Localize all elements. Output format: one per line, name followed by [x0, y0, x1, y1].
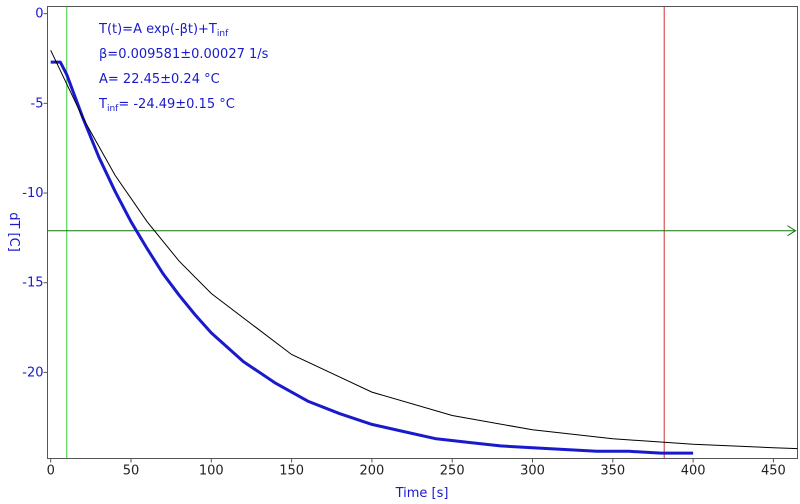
x-tick-label: 0: [47, 464, 55, 479]
y-tick-label: 0: [35, 7, 43, 22]
x-tick-label: 450: [761, 464, 786, 479]
x-tick-label: 250: [440, 464, 465, 479]
y-tick-label: -15: [22, 276, 43, 291]
x-tick-label: 150: [279, 464, 304, 479]
x-tick-label: 200: [359, 464, 384, 479]
fit-formula-sub: inf: [216, 29, 229, 39]
y-tick-label: -20: [22, 365, 43, 380]
x-axis-label: Time [s]: [395, 486, 449, 501]
y-tick-label: -10: [22, 186, 43, 201]
cursor-arrow-icon: [787, 225, 797, 237]
fit-line: [50, 50, 798, 450]
fit-tinf-value: = -24.49±0.15 °C: [118, 97, 235, 112]
fit-amplitude: A= 22.45±0.24 °C: [99, 72, 220, 87]
x-tick-label: 300: [520, 464, 545, 479]
cursors[interactable]: [47, 6, 797, 459]
measured-line: [50, 60, 694, 455]
fit-tinf-sub: inf: [106, 104, 119, 114]
fit-beta: β=0.009581±0.00027 1/s: [99, 47, 269, 62]
x-tick-label: 100: [199, 464, 224, 479]
fit-tinf: Tinf= -24.49±0.15 °C: [99, 97, 235, 114]
y-tick-label: -5: [31, 96, 44, 111]
x-tick-label: 50: [123, 464, 140, 479]
y-axis-label: dT [C]: [6, 212, 21, 252]
x-tick-label: 400: [681, 464, 706, 479]
series-layer: [50, 50, 798, 455]
fit-formula-main: T(t)=A exp(-βt)+T: [99, 22, 217, 37]
fit-tinf-main: T: [99, 97, 107, 112]
fit-formula: T(t)=A exp(-βt)+Tinf: [99, 22, 228, 39]
axes: 0 50 100 150 200 250 300 350 400 450 0 -5 -10 -15 -20: [22, 7, 786, 479]
x-tick-label: 350: [600, 464, 625, 479]
plot-frame: [47, 6, 798, 459]
